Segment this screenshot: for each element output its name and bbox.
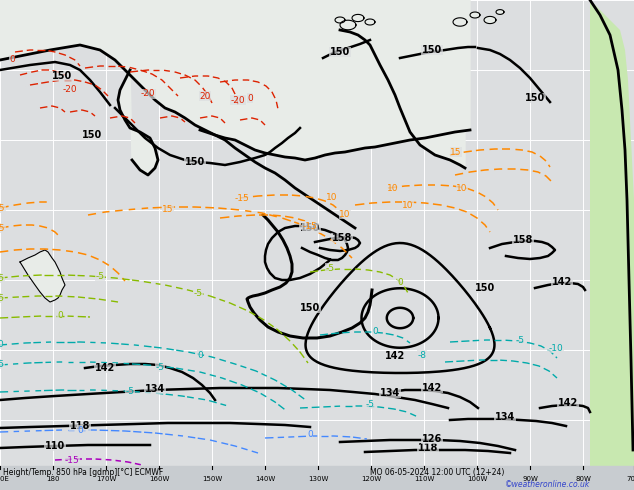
Text: -5: -5 (126, 387, 134, 395)
Text: 118: 118 (70, 421, 90, 431)
Text: 80W: 80W (575, 476, 591, 482)
Polygon shape (484, 16, 496, 24)
Text: 150: 150 (330, 47, 350, 57)
Text: 134: 134 (145, 384, 165, 394)
Text: 150: 150 (185, 157, 205, 167)
Text: 0: 0 (57, 311, 63, 319)
Text: -5: -5 (96, 271, 105, 280)
Polygon shape (470, 12, 480, 18)
Text: -10: -10 (548, 343, 564, 352)
Text: 134: 134 (495, 412, 515, 422)
Polygon shape (496, 10, 504, 14)
Text: 170W: 170W (96, 476, 116, 482)
Polygon shape (0, 466, 634, 490)
Text: 0: 0 (77, 425, 83, 435)
Text: 20: 20 (199, 92, 210, 100)
Polygon shape (365, 19, 375, 25)
Text: 170E: 170E (0, 476, 9, 482)
Text: 0: 0 (372, 326, 378, 336)
Text: -20: -20 (141, 90, 155, 98)
Text: 10: 10 (456, 183, 468, 193)
Text: 90W: 90W (522, 476, 538, 482)
Text: MO 06-05-2024 12:00 UTC (12+24): MO 06-05-2024 12:00 UTC (12+24) (370, 467, 505, 476)
Text: 150: 150 (82, 130, 102, 140)
Text: 15: 15 (450, 147, 462, 156)
Polygon shape (0, 0, 470, 160)
Text: 10: 10 (402, 200, 414, 210)
Text: -5: -5 (515, 336, 524, 344)
Text: 110W: 110W (414, 476, 434, 482)
Text: 70W: 70W (626, 476, 634, 482)
Text: 158: 158 (513, 235, 533, 245)
Text: -5: -5 (193, 289, 202, 297)
Text: -20: -20 (63, 85, 77, 95)
Text: -15: -15 (65, 456, 79, 465)
Text: 150W: 150W (202, 476, 222, 482)
Text: 142: 142 (95, 363, 115, 373)
Text: 134: 134 (380, 388, 400, 398)
Text: ©weatheronline.co.uk: ©weatheronline.co.uk (505, 480, 590, 489)
Polygon shape (118, 70, 158, 175)
Text: 150: 150 (422, 45, 442, 55)
Text: 120W: 120W (361, 476, 381, 482)
Text: -20: -20 (51, 467, 65, 476)
Text: 142: 142 (558, 398, 578, 408)
Text: 118: 118 (418, 443, 438, 453)
Polygon shape (352, 14, 364, 22)
Text: 142: 142 (385, 351, 405, 361)
Text: -15: -15 (235, 194, 249, 202)
Text: 158: 158 (332, 233, 353, 243)
Text: -8: -8 (418, 350, 427, 360)
Polygon shape (590, 0, 634, 490)
Text: 150: 150 (475, 283, 495, 293)
Text: 0: 0 (307, 430, 313, 439)
Text: 0: 0 (247, 94, 253, 102)
Polygon shape (340, 20, 356, 30)
Text: 150: 150 (525, 93, 545, 103)
Polygon shape (335, 17, 345, 23)
Text: 142: 142 (552, 277, 572, 287)
Text: -15: -15 (302, 221, 318, 230)
Text: -5: -5 (325, 264, 335, 272)
Polygon shape (340, 0, 465, 168)
Text: -5: -5 (0, 294, 4, 302)
Text: 150: 150 (300, 223, 320, 233)
Text: 0: 0 (397, 277, 403, 287)
Text: 130W: 130W (308, 476, 328, 482)
Text: 180: 180 (46, 476, 60, 482)
Text: 126: 126 (422, 434, 442, 444)
Text: 142: 142 (422, 383, 442, 393)
Text: 10: 10 (339, 210, 351, 219)
Text: 100W: 100W (467, 476, 487, 482)
Text: -5: -5 (155, 363, 164, 371)
Polygon shape (20, 250, 65, 302)
Text: 15: 15 (0, 203, 6, 213)
Text: -5: -5 (365, 399, 375, 409)
Text: -20: -20 (231, 96, 245, 104)
Text: 160W: 160W (149, 476, 169, 482)
Text: 15: 15 (162, 204, 174, 214)
Text: 140W: 140W (255, 476, 275, 482)
Text: Height/Temp. 850 hPa [gdmp][°C] ECMWF: Height/Temp. 850 hPa [gdmp][°C] ECMWF (3, 467, 163, 476)
Text: 0: 0 (197, 350, 203, 360)
Text: 0: 0 (0, 340, 3, 348)
Text: 10: 10 (327, 193, 338, 201)
Text: 15: 15 (0, 223, 6, 232)
Text: 150: 150 (52, 71, 72, 81)
Polygon shape (453, 18, 467, 26)
Text: -5: -5 (0, 273, 4, 283)
Text: 150: 150 (300, 303, 320, 313)
Text: 110: 110 (45, 441, 65, 451)
Text: 0: 0 (9, 55, 15, 65)
Text: -5: -5 (0, 360, 4, 368)
Text: 10: 10 (387, 183, 399, 193)
